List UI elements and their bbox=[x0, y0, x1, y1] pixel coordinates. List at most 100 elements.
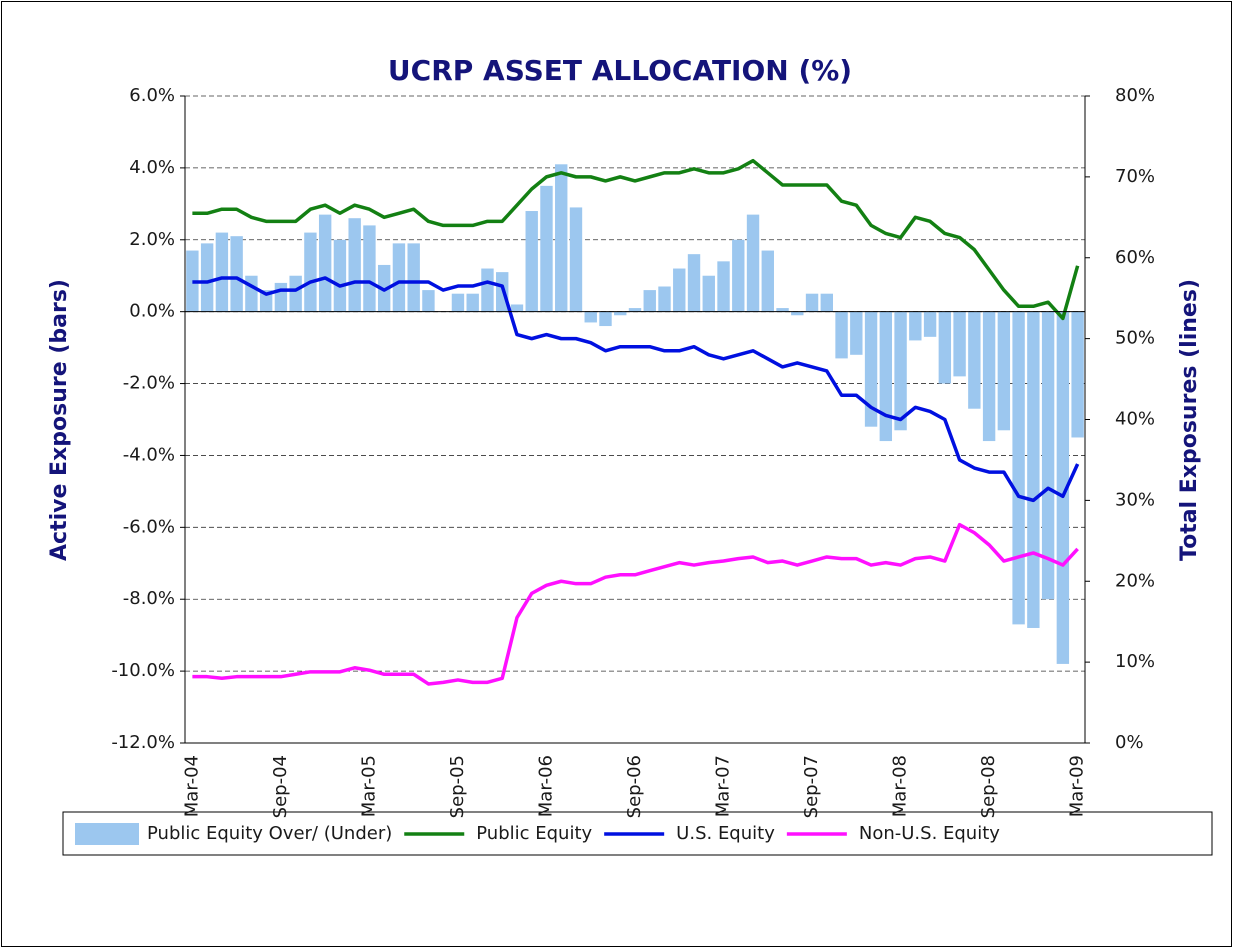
line bbox=[192, 158, 1080, 321]
x-tick-label: Mar-06 bbox=[535, 755, 556, 817]
bar bbox=[938, 311, 952, 384]
legend-label: Public Equity bbox=[476, 823, 592, 844]
y2-tick-label: 20% bbox=[1115, 570, 1155, 591]
chart-title: UCRP ASSET ALLOCATION (%) bbox=[388, 54, 852, 87]
bar bbox=[200, 243, 214, 312]
y-tick-label: 0.0% bbox=[129, 301, 175, 322]
bar bbox=[1012, 311, 1025, 625]
bar bbox=[864, 311, 878, 427]
bar bbox=[879, 311, 893, 442]
bar bbox=[687, 254, 701, 312]
x-tick-label: Mar-09 bbox=[1067, 755, 1088, 817]
y2-tick-label: 60% bbox=[1115, 247, 1155, 268]
bar bbox=[614, 311, 627, 316]
bar bbox=[407, 243, 420, 312]
line bbox=[192, 276, 1080, 503]
x-tick-label: Sep-05 bbox=[447, 755, 468, 818]
bar bbox=[348, 218, 361, 312]
x-tick-label: Mar-08 bbox=[890, 755, 911, 817]
bar bbox=[982, 311, 996, 442]
y-tick-label: -2.0% bbox=[123, 373, 175, 394]
legend-swatch bbox=[75, 823, 139, 845]
y2-axis-title: Total Exposures (lines) bbox=[1177, 279, 1202, 561]
bar bbox=[628, 308, 642, 312]
bar bbox=[805, 293, 819, 312]
bar bbox=[510, 304, 524, 312]
bar bbox=[835, 311, 848, 359]
y-tick-label: 4.0% bbox=[129, 157, 175, 178]
bar bbox=[259, 290, 273, 312]
bar bbox=[673, 268, 686, 312]
bar bbox=[555, 164, 568, 312]
bar bbox=[540, 185, 553, 312]
bar bbox=[953, 311, 966, 377]
bar bbox=[215, 232, 229, 312]
y-tick-label: -4.0% bbox=[123, 444, 175, 465]
bar bbox=[318, 214, 332, 312]
bar bbox=[658, 286, 671, 312]
y-axis-title: Active Exposure (bars) bbox=[47, 279, 72, 561]
y2-tick-label: 30% bbox=[1115, 489, 1155, 510]
y-tick-label: -6.0% bbox=[123, 516, 175, 537]
bar bbox=[643, 290, 656, 312]
bar bbox=[569, 207, 583, 312]
legend-label: Non-U.S. Equity bbox=[859, 823, 1000, 844]
bar bbox=[392, 243, 406, 312]
y2-tick-label: 40% bbox=[1115, 409, 1155, 430]
y2-tick-label: 70% bbox=[1115, 166, 1155, 187]
x-tick-label: Mar-05 bbox=[358, 755, 379, 817]
bar bbox=[717, 261, 730, 312]
x-tick-label: Mar-04 bbox=[181, 755, 202, 817]
bar bbox=[451, 293, 465, 312]
legend-label: U.S. Equity bbox=[676, 823, 775, 844]
x-tick-label: Sep-06 bbox=[624, 755, 645, 818]
x-tick-label: Mar-07 bbox=[713, 755, 734, 817]
bar bbox=[820, 293, 833, 312]
y-tick-label: 6.0% bbox=[129, 85, 175, 106]
x-tick-label: Sep-07 bbox=[801, 755, 822, 818]
bar bbox=[850, 311, 863, 355]
bar bbox=[525, 211, 538, 312]
x-tick-label: Sep-04 bbox=[270, 755, 291, 818]
bar bbox=[274, 282, 288, 312]
y2-tick-label: 10% bbox=[1115, 651, 1155, 672]
bar bbox=[997, 311, 1011, 431]
bar bbox=[422, 290, 435, 312]
y2-tick-label: 80% bbox=[1115, 85, 1155, 106]
bar bbox=[230, 236, 243, 312]
y-tick-label: -12.0% bbox=[111, 732, 175, 753]
y-tick-label: -10.0% bbox=[111, 660, 175, 681]
line bbox=[192, 522, 1079, 686]
bar bbox=[1027, 311, 1040, 628]
bar bbox=[968, 311, 981, 409]
bar bbox=[333, 239, 347, 312]
bar bbox=[791, 311, 804, 316]
bar bbox=[245, 275, 258, 312]
bar bbox=[894, 311, 907, 431]
y2-tick-label: 0% bbox=[1115, 732, 1144, 753]
bar bbox=[1071, 311, 1084, 438]
bar bbox=[732, 239, 745, 312]
bar bbox=[584, 311, 597, 323]
bar bbox=[702, 275, 715, 312]
bar bbox=[923, 311, 937, 337]
bar bbox=[909, 311, 922, 341]
x-tick-label: Sep-08 bbox=[978, 755, 999, 818]
bar bbox=[466, 293, 479, 312]
legend-label: Public Equity Over/ (Under) bbox=[147, 823, 392, 844]
bar bbox=[776, 308, 789, 312]
bar bbox=[363, 225, 376, 312]
bar bbox=[289, 275, 302, 312]
bar bbox=[304, 232, 317, 312]
y-tick-label: 2.0% bbox=[129, 229, 175, 250]
bar bbox=[1056, 311, 1070, 664]
y-tick-label: -8.0% bbox=[123, 588, 175, 609]
bar bbox=[746, 214, 760, 312]
y2-tick-label: 50% bbox=[1115, 328, 1155, 349]
bar bbox=[761, 250, 774, 312]
bar bbox=[599, 311, 612, 327]
bar bbox=[481, 268, 494, 312]
bar bbox=[1041, 311, 1055, 600]
